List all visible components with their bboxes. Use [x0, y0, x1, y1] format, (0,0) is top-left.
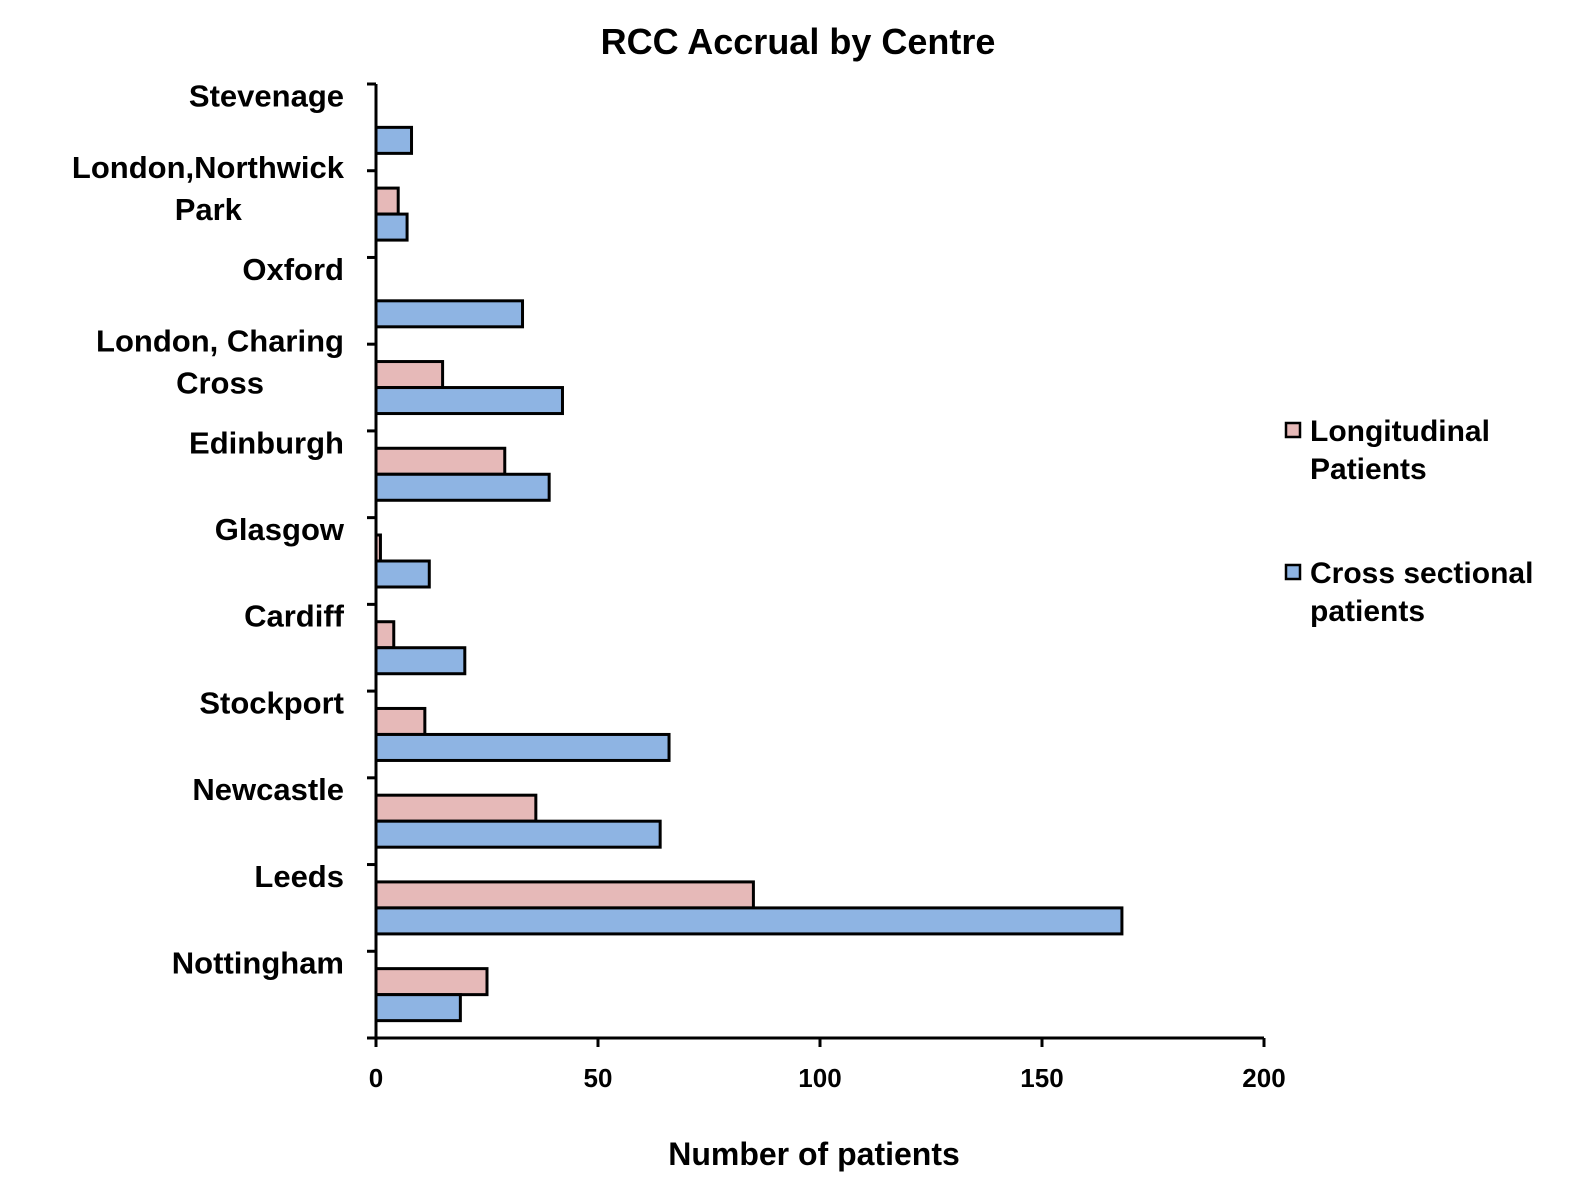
bar-cross-sectional-4	[374, 472, 551, 502]
bar-longitudinal-8	[374, 793, 538, 823]
chart-title: RCC Accrual by Centre	[601, 21, 996, 62]
bar-cross-sectional-3	[374, 386, 564, 416]
x-tick-label: 0	[369, 1063, 383, 1093]
bar-cross-sectional-6	[374, 646, 467, 676]
bar-longitudinal-7	[374, 706, 427, 736]
x-axis-label: Number of patients	[668, 1136, 960, 1172]
bar-cross-sectional-7	[374, 732, 671, 762]
category-label: London, Charing	[96, 324, 344, 359]
category-label: Oxford	[242, 252, 344, 287]
bar-longitudinal-10	[374, 967, 489, 997]
bar-longitudinal-1	[374, 186, 400, 216]
category-label: Stockport	[199, 685, 344, 720]
category-label: Stevenage	[189, 78, 344, 113]
category-label: Newcastle	[192, 772, 344, 807]
category-label: Park	[175, 192, 243, 227]
bar-cross-sectional-10	[374, 993, 462, 1023]
bar-cross-sectional-5	[374, 559, 431, 589]
bar-longitudinal-6	[374, 620, 396, 650]
x-tick-label: 100	[798, 1063, 841, 1093]
category-label: Nottingham	[172, 946, 344, 981]
legend: Longitudinal Patients Cross sectional patie…	[1284, 415, 1533, 628]
bar-longitudinal-4	[374, 446, 507, 476]
legend-swatch-cross-sectional	[1284, 563, 1302, 581]
bar-cross-sectional-0	[374, 125, 414, 155]
category-label: Leeds	[254, 859, 344, 894]
legend-label: Patients	[1310, 453, 1427, 486]
x-tick-label: 200	[1242, 1063, 1285, 1093]
category-label: Glasgow	[215, 512, 345, 547]
bars-group	[374, 125, 1124, 1023]
legend-label: patients	[1310, 595, 1425, 628]
category-label: Cardiff	[244, 599, 345, 634]
bar-cross-sectional-1	[374, 212, 409, 242]
legend-label: Longitudinal	[1310, 415, 1490, 448]
bar-cross-sectional-9	[374, 906, 1124, 936]
bar-cross-sectional-8	[374, 819, 662, 849]
bar-cross-sectional-2	[374, 299, 525, 329]
legend-label: Cross sectional	[1310, 557, 1533, 590]
category-label: Edinburgh	[189, 425, 344, 460]
category-label: Cross	[176, 366, 264, 401]
legend-swatch-longitudinal	[1284, 421, 1302, 439]
bar-longitudinal-9	[374, 880, 755, 910]
x-tick-labels: 0 50 100 150 200	[369, 1063, 1286, 1093]
category-labels: Stevenage London,Northwick Park Oxford Londo…	[72, 78, 345, 980]
bar-longitudinal-3	[374, 360, 445, 390]
x-tick-label: 150	[1020, 1063, 1063, 1093]
category-label: London,Northwick	[72, 150, 345, 185]
axes-group	[367, 82, 1266, 1047]
x-tick-label: 50	[584, 1063, 613, 1093]
